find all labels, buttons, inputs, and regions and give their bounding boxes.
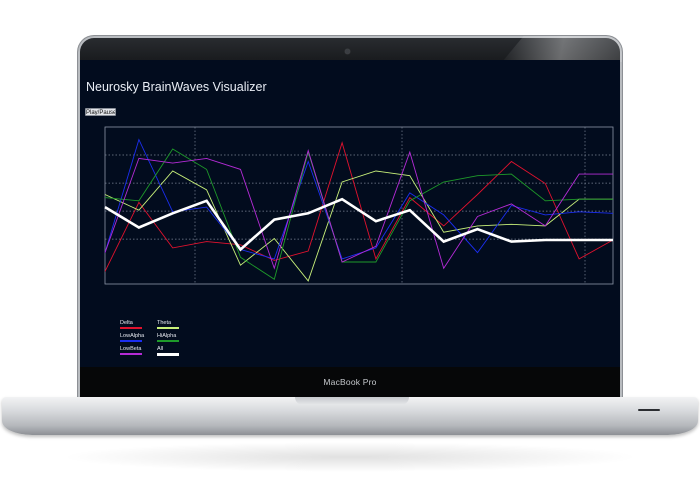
legend-item-lowalpha: LowAlpha bbox=[120, 333, 144, 342]
chart-legend: Delta Theta LowAlpha HiAlpha LowBeta All bbox=[120, 320, 220, 360]
series-line-lowbeta bbox=[104, 149, 613, 270]
series-lines bbox=[104, 138, 614, 282]
legend-item-lowbeta: LowBeta bbox=[120, 346, 142, 355]
screen-bottom-bezel: MacBook Pro bbox=[80, 367, 620, 398]
brainwave-line-chart bbox=[104, 126, 614, 285]
legend-swatch bbox=[157, 340, 179, 342]
series-line-lowalpha bbox=[104, 138, 614, 260]
legend-item-hialpha: HiAlpha bbox=[157, 333, 179, 342]
legend-label: HiAlpha bbox=[157, 333, 177, 339]
series-line-delta bbox=[104, 141, 614, 272]
webcam-icon bbox=[345, 49, 350, 54]
legend-swatch bbox=[157, 353, 179, 356]
legend-swatch bbox=[157, 327, 179, 329]
sleep-indicator-icon bbox=[638, 409, 660, 411]
legend-swatch bbox=[120, 340, 142, 342]
laptop-screen: Neurosky BrainWaves Visualizer Play/Paus… bbox=[80, 60, 620, 367]
legend-label: LowBeta bbox=[120, 346, 142, 352]
brand-label: MacBook Pro bbox=[323, 377, 377, 387]
legend-label: LowAlpha bbox=[120, 333, 145, 339]
lid-glare bbox=[502, 36, 622, 62]
series-line-hialpha bbox=[104, 148, 613, 281]
legend-label: Theta bbox=[157, 320, 172, 326]
legend-swatch bbox=[120, 327, 142, 329]
lid-opening-notch bbox=[295, 397, 409, 405]
legend-label: Delta bbox=[120, 320, 133, 326]
legend-label: All bbox=[157, 346, 164, 352]
series-line-all bbox=[104, 197, 613, 252]
series-line-theta bbox=[104, 170, 613, 282]
legend-item-all: All bbox=[157, 346, 179, 356]
legend-swatch bbox=[120, 353, 142, 355]
plot-frame bbox=[104, 126, 614, 285]
legend-item-theta: Theta bbox=[157, 320, 179, 329]
laptop-base bbox=[2, 397, 698, 435]
legend-item-delta: Delta bbox=[120, 320, 142, 329]
laptop-shadow bbox=[60, 442, 640, 472]
play-pause-button[interactable]: Play/Pause bbox=[85, 108, 116, 116]
grid-lines bbox=[105, 127, 613, 284]
app-title: Neurosky BrainWaves Visualizer bbox=[86, 80, 267, 94]
